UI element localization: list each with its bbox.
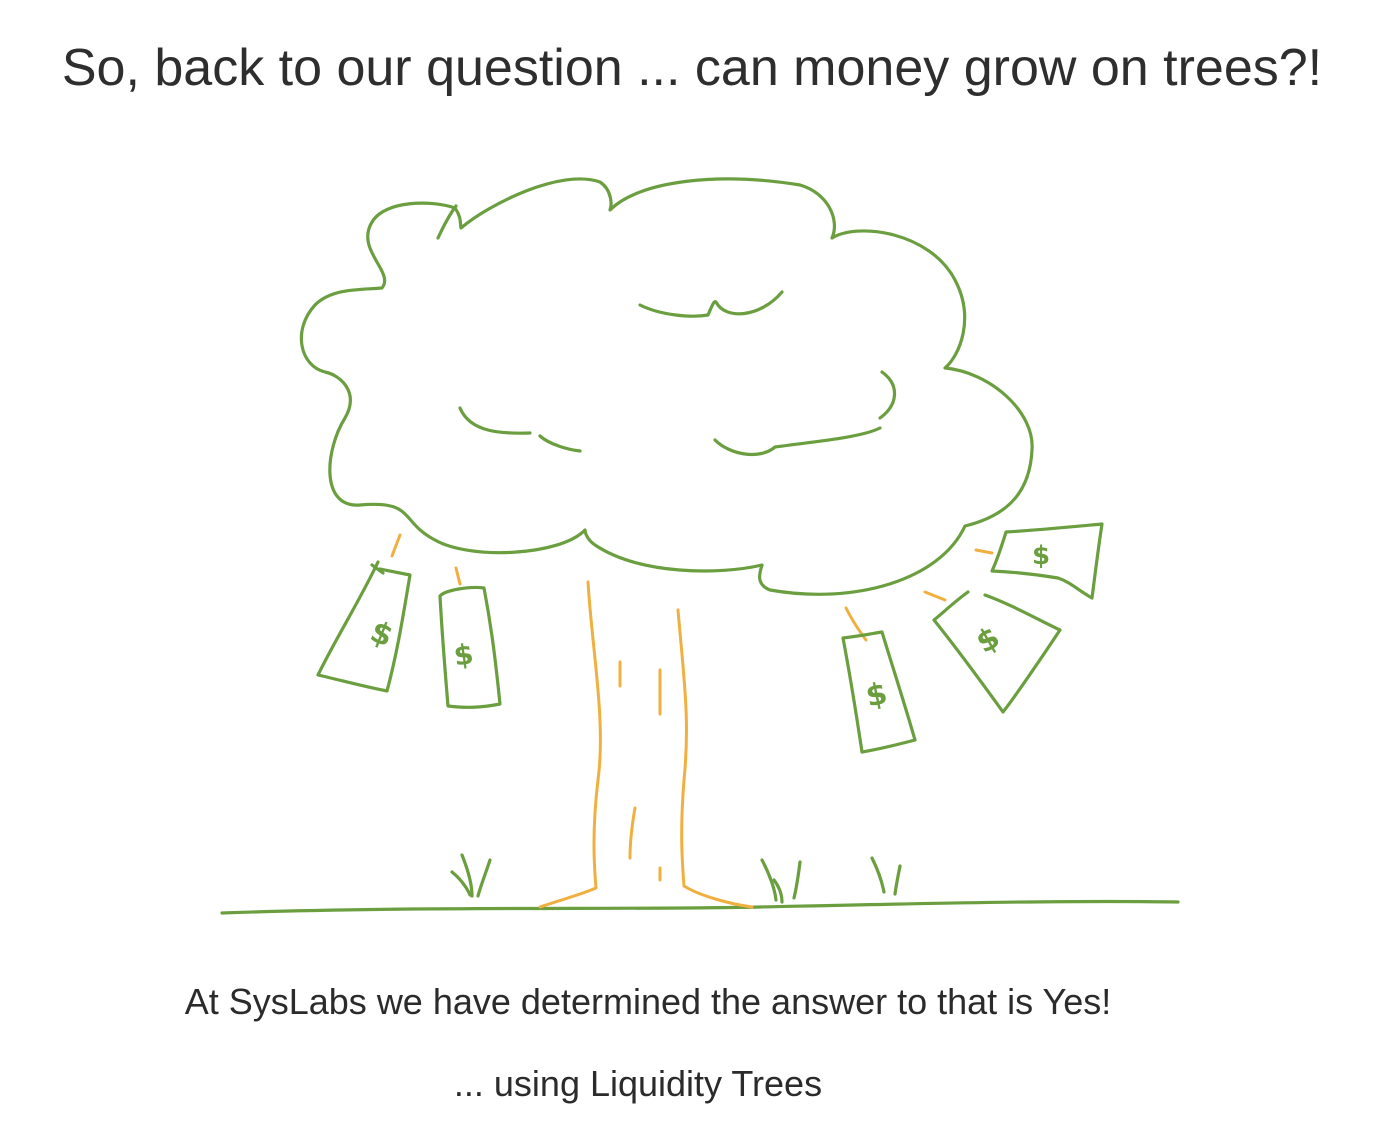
money-bill-icon: $ xyxy=(932,590,1062,714)
money-bill-icon: $ xyxy=(316,560,412,693)
grass-icon xyxy=(450,853,902,904)
money-tree-icon: $ $ $ $ $ xyxy=(220,177,1180,915)
money-bill-icon: $ xyxy=(438,585,502,709)
answer-text: At SysLabs we have determined the answer… xyxy=(184,981,1112,1022)
money-bill-icon: $ xyxy=(841,630,917,754)
svg-text:$: $ xyxy=(365,614,397,654)
svg-text:$: $ xyxy=(452,637,476,672)
bill-strings-icon xyxy=(390,533,994,642)
liquidity-trees-text: ... using Liquidity Trees xyxy=(453,1063,823,1104)
svg-text:$: $ xyxy=(863,676,891,715)
svg-text:$: $ xyxy=(1032,541,1050,571)
svg-text:$: $ xyxy=(970,620,1006,661)
ground-line-icon xyxy=(220,899,1180,915)
foliage-icon xyxy=(299,177,1034,596)
page-title: So, back to our question ... can money g… xyxy=(61,39,1323,97)
money-bill-icon: $ xyxy=(990,522,1104,600)
trunk-icon xyxy=(538,580,754,909)
